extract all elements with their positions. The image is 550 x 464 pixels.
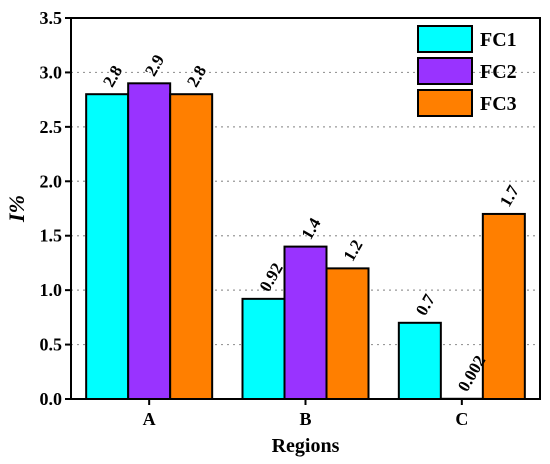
x-tick-label: C <box>455 409 468 429</box>
y-tick-label: 3.0 <box>40 62 63 82</box>
bar-fc2-a <box>127 82 172 400</box>
legend-swatch-fc1 <box>417 25 473 53</box>
x-axis-label: Regions <box>272 435 340 457</box>
y-tick-label: 0.5 <box>40 335 63 355</box>
y-tick-label: 2.0 <box>40 171 63 191</box>
y-tick-label: 2.5 <box>40 117 63 137</box>
data-label: 2.9 <box>141 51 168 79</box>
bar-fc3-c <box>481 212 526 400</box>
y-tick-label: 3.5 <box>40 8 63 28</box>
y-tick-label: 0.0 <box>40 389 63 409</box>
y-tick-label: 1.5 <box>40 226 63 246</box>
y-axis-label: I% <box>4 195 29 223</box>
bars <box>85 82 526 401</box>
data-label: 1.2 <box>340 236 367 264</box>
bar-fc1-c <box>397 321 442 400</box>
y-tick-label: 1.0 <box>40 280 63 300</box>
plot-frame <box>70 17 541 400</box>
bar-fc1-a <box>85 93 130 400</box>
data-label: 0.7 <box>412 290 439 318</box>
bar-fc3-a <box>169 93 214 400</box>
legend: FC1 FC2 FC3 <box>417 25 517 117</box>
data-label: 1.4 <box>298 214 325 242</box>
axes: 0.0 0.5 1.0 1.5 2.0 2.5 3.0 3.5 A B C <box>40 8 541 429</box>
x-tick-label: B <box>299 409 311 429</box>
data-label: 2.8 <box>183 62 210 90</box>
legend-label-fc2: FC2 <box>480 61 517 83</box>
bar-fc1-b <box>241 297 286 401</box>
legend-label-fc1: FC1 <box>480 29 517 51</box>
legend-swatch-fc3 <box>417 89 473 117</box>
bar-fc2-b <box>283 245 328 400</box>
data-label: 2.8 <box>99 62 126 90</box>
data-label: 1.7 <box>496 182 523 210</box>
legend-swatch-fc2 <box>417 57 473 85</box>
legend-label-fc3: FC3 <box>480 93 517 115</box>
bar-fc3-b <box>325 267 370 400</box>
x-tick-label: A <box>143 409 156 429</box>
